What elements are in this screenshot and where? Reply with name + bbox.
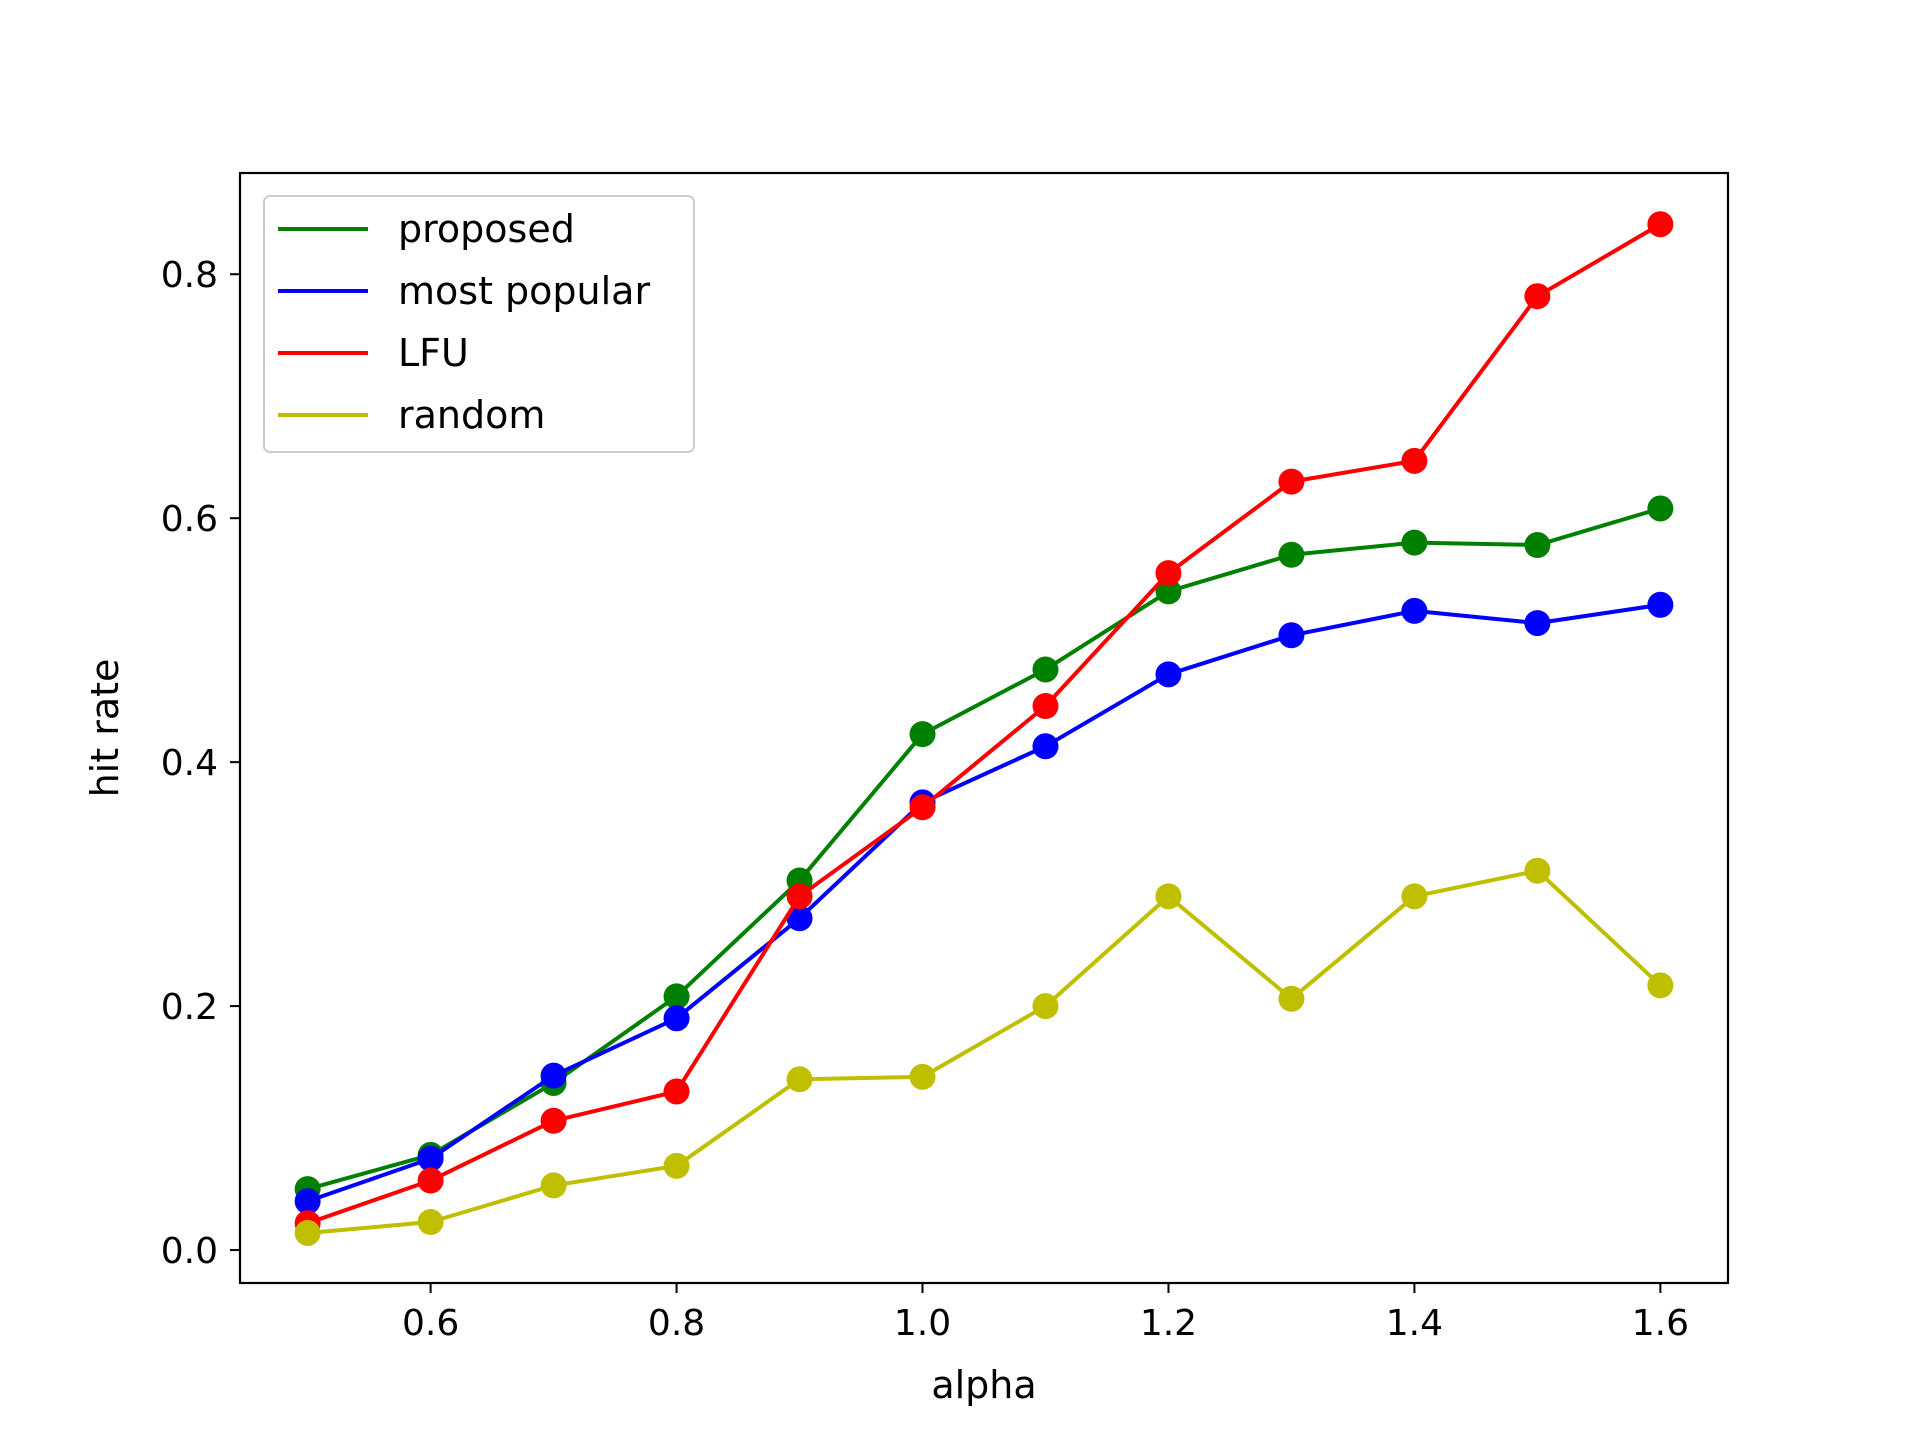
data-point-random xyxy=(294,1219,321,1246)
x-tick-label: 1.6 xyxy=(1632,1303,1689,1344)
data-point-random xyxy=(1524,857,1551,884)
y-tick-label: 0.2 xyxy=(161,987,218,1028)
data-point-random xyxy=(909,1063,936,1090)
data-point-random xyxy=(540,1172,567,1199)
data-point-proposed xyxy=(1524,532,1551,559)
legend-label: LFU xyxy=(398,331,469,375)
series-random xyxy=(294,857,1674,1246)
axes-frame xyxy=(238,171,1730,1285)
x-tick-label: 1.2 xyxy=(1140,1303,1197,1344)
legend: proposed most popular LFU random xyxy=(263,195,695,453)
data-point-proposed xyxy=(1155,578,1182,605)
x-tick-label: 1.0 xyxy=(894,1303,951,1344)
data-point-lfu xyxy=(1647,211,1674,238)
series-line-lfu xyxy=(306,222,1662,1226)
legend-label: most popular xyxy=(398,269,650,313)
series-line-most-popular xyxy=(306,602,1661,1204)
data-point-most-popular xyxy=(1524,610,1551,637)
data-point-proposed xyxy=(663,983,690,1010)
data-point-lfu xyxy=(540,1107,567,1134)
data-point-lfu xyxy=(1155,560,1182,587)
data-point-random xyxy=(417,1209,444,1236)
data-point-proposed xyxy=(1032,656,1059,683)
y-tick-label: 0.8 xyxy=(161,255,218,296)
data-point-lfu xyxy=(1401,447,1428,474)
series-line-random xyxy=(307,868,1662,1235)
data-point-random xyxy=(1278,985,1305,1012)
data-point-proposed xyxy=(1401,529,1428,556)
data-point-most-popular xyxy=(1032,733,1059,760)
data-point-most-popular xyxy=(417,1145,444,1172)
legend-label: random xyxy=(398,393,545,437)
data-point-most-popular xyxy=(294,1188,321,1215)
data-point-proposed xyxy=(909,721,936,748)
x-tick-label: 0.6 xyxy=(402,1303,459,1344)
data-point-proposed xyxy=(1278,541,1305,568)
data-point-random xyxy=(1647,972,1674,999)
data-point-lfu xyxy=(786,883,813,910)
data-point-lfu xyxy=(1524,283,1551,310)
data-point-lfu xyxy=(1278,468,1305,495)
y-axis: 0.0 0.2 0.4 0.6 0.8 xyxy=(161,255,240,1272)
x-axis-label: alpha xyxy=(931,1363,1036,1407)
data-point-most-popular xyxy=(1278,622,1305,649)
series-lfu xyxy=(294,211,1674,1237)
data-point-most-popular xyxy=(1401,597,1428,624)
data-point-most-popular xyxy=(1155,661,1182,688)
plot-area xyxy=(294,211,1674,1246)
data-point-most-popular xyxy=(1647,591,1674,618)
y-tick-label: 0.4 xyxy=(161,743,218,784)
legend-box xyxy=(263,195,695,453)
data-point-lfu xyxy=(663,1078,690,1105)
data-point-most-popular xyxy=(786,905,813,932)
data-point-lfu xyxy=(417,1167,444,1194)
data-point-random xyxy=(663,1152,690,1179)
data-point-most-popular xyxy=(663,1005,690,1032)
data-point-proposed xyxy=(1647,495,1674,522)
data-point-random xyxy=(786,1066,813,1093)
data-point-most-popular xyxy=(540,1062,567,1089)
x-tick-label: 0.8 xyxy=(648,1303,705,1344)
series-most-popular xyxy=(294,591,1674,1215)
x-tick-label: 1.4 xyxy=(1386,1303,1443,1344)
x-axis: 0.6 0.8 1.0 1.2 1.4 1.6 xyxy=(402,1283,1689,1344)
data-point-random xyxy=(1155,883,1182,910)
data-point-random xyxy=(1401,883,1428,910)
series-line-proposed xyxy=(307,506,1661,1192)
y-tick-label: 0.6 xyxy=(161,499,218,540)
y-tick-label: 0.0 xyxy=(161,1231,218,1272)
data-point-lfu xyxy=(1032,693,1059,720)
data-point-lfu xyxy=(909,794,936,821)
legend-label: proposed xyxy=(398,207,575,251)
data-point-random xyxy=(1032,993,1059,1020)
y-axis-label: hit rate xyxy=(83,659,127,798)
